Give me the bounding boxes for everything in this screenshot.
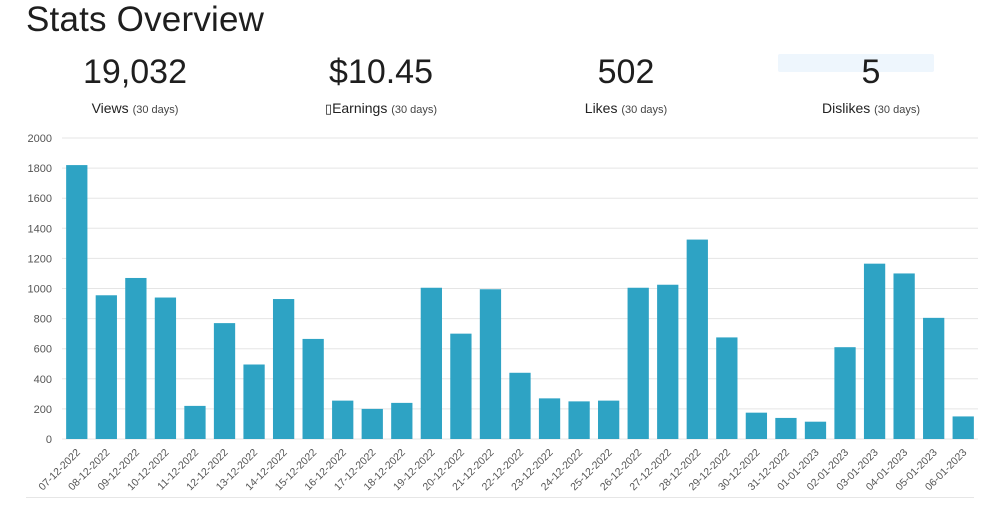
bar [627,287,649,439]
views-period: (30 days) [132,104,179,116]
likes-label-row: Likes (30 days) [506,100,746,116]
y-tick-label: 1600 [28,193,52,205]
likes-period: (30 days) [621,104,668,116]
y-tick-label: 1000 [28,284,52,296]
dislikes-label: Dislikes [822,100,871,116]
bar [686,239,708,439]
views-label: Views [91,100,129,116]
y-tick-label: 1200 [28,253,52,265]
bar [391,402,413,439]
bar [863,263,886,439]
page-title: Stats Overview [26,0,265,39]
bars [66,165,974,439]
bar [184,405,206,439]
bar [538,398,561,439]
dislikes-period: (30 days) [874,104,920,116]
y-tick-label: 600 [34,344,52,356]
bar [361,408,383,439]
bar [420,287,442,439]
bar [834,347,856,439]
bar [213,323,236,439]
y-tick-label: 800 [34,314,52,326]
bar [657,284,679,439]
earnings-label-row: ▯Earnings (30 days) [261,100,501,117]
bar [509,372,531,439]
likes-label: Likes [584,100,618,116]
bar [302,338,324,439]
bottom-divider [26,497,974,498]
bar [243,364,265,439]
bar [479,289,502,439]
bar [775,417,797,439]
bar [154,297,177,439]
dislikes-label-row: Dislikes (30 days) [751,100,991,116]
y-tick-label: 200 [34,404,52,416]
bar [745,412,768,439]
bar [450,333,472,439]
bar [598,400,620,439]
dislikes-stat: 5 Dislikes (30 days) [751,50,991,116]
likes-value: 502 [597,53,655,91]
bar [952,416,974,439]
bar [568,401,590,439]
x-axis-ticks: 07-12-202208-12-202209-12-202210-12-2022… [36,447,969,494]
bar [716,337,738,439]
y-tick-label: 0 [46,434,52,446]
missing-glyph-icon: ▯ [324,101,333,116]
bar [272,299,295,439]
views-label-row: Views (30 days) [15,100,255,116]
bar [893,273,915,439]
dislikes-value: 5 [861,53,881,91]
earnings-value: $10.45 [329,53,433,91]
views-stat: 19,032 Views (30 days) [15,50,255,116]
bar [95,295,117,439]
y-tick-label: 1800 [28,163,52,175]
y-tick-label: 2000 [28,133,52,145]
bar [804,421,827,439]
bar [332,400,354,439]
y-tick-label: 1400 [28,223,52,235]
y-axis-ticks: 0 200 400 600 800 1000 1200 1400 1600 1800 2000 [28,133,52,446]
earnings-period: (30 days) [391,104,438,116]
earnings-label: Earnings [332,100,388,116]
bar [125,277,147,439]
bar [66,165,88,439]
y-tick-label: 400 [34,374,52,386]
earnings-stat: $10.45 ▯Earnings (30 days) [261,50,501,117]
views-value: 19,032 [83,53,187,91]
likes-stat: 502 Likes (30 days) [506,50,746,116]
faint-overlay-pill [778,54,934,72]
daily-views-bar-chart: 0 200 400 600 800 1000 1200 1400 1600 1800 2000 07… [28,133,978,494]
bar [923,317,945,439]
